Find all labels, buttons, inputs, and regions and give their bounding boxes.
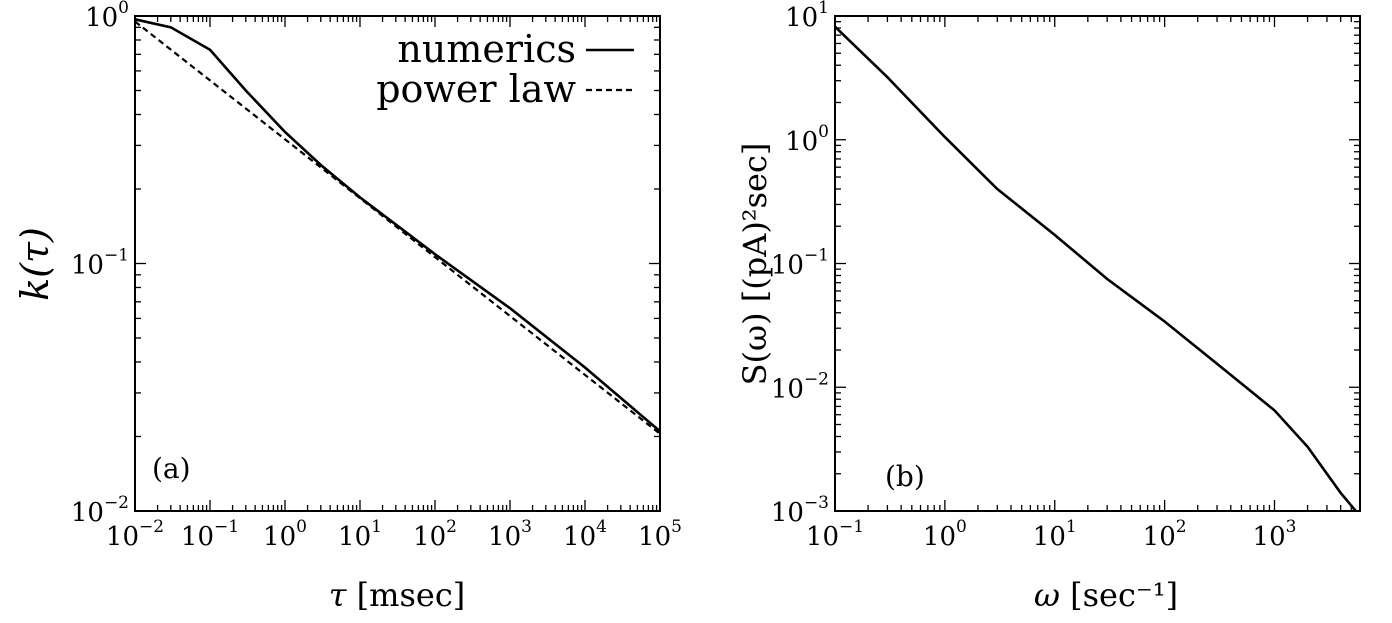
chart-panel-a: 10−2 10−1 100 101 102 103 104 10510−210−1100(a)… [71,0,682,552]
x-tick-label-exp: 1 [1066,517,1077,537]
x-tick-label: 105 [638,517,682,552]
x-tick-label: 104 [563,517,607,552]
x-tick-label-base: 10 [806,522,839,552]
x-tick-label-base: 10 [488,522,521,552]
x-axis-label-a-unit: [msec] [346,576,465,614]
y-tick-label: 101 [785,0,829,33]
y-tick-label-base: 10 [71,498,104,528]
y-tick-label-exp: 0 [818,122,829,142]
x-tick-label-base: 10 [106,522,139,552]
y-tick-label: 10−1 [71,246,129,281]
x-tick-label-base: 10 [638,522,671,552]
y-tick-label-base: 10 [785,127,818,157]
x-tick-label: 100 [263,517,307,552]
panel-tag: (b) [885,460,925,493]
y-tick-label-base: 10 [71,251,104,281]
panel-tag: (a) [152,452,191,485]
y-tick-label-base: 10 [785,3,818,33]
y-tick-label-base: 10 [771,498,804,528]
x-tick-label: 102 [1143,517,1187,552]
series-numerics [134,18,661,433]
x-tick-label: 100 [923,517,967,552]
x-tick-label-exp: −1 [839,517,864,537]
x-axis-label-b: ω [sec⁻¹] [1034,576,1178,614]
axis-ticks [134,15,661,512]
y-tick-label: 10−1 [771,246,829,281]
y-tick-label-exp: −1 [804,246,829,266]
y-tick-label-base: 10 [85,3,118,33]
x-tick-label-base: 10 [1033,522,1066,552]
x-tick-label: 10−1 [806,517,864,552]
plot-frame [834,15,1361,512]
y-axis-label-a: k(τ) [13,227,57,301]
x-tick-label-exp: 3 [1286,517,1297,537]
y-tick-label: 100 [785,122,829,157]
x-axis-label-a-symbol: τ [329,576,348,614]
x-tick-label: 10−2 [106,517,164,552]
series-line [834,25,1357,512]
legend-label: power law [376,67,576,111]
x-tick-label-exp: 0 [956,517,967,537]
y-tick-label: 10−2 [71,493,129,528]
x-tick-label-exp: 3 [521,517,532,537]
x-tick-labels: 10−1 100 101 102 103 [806,517,1297,552]
y-tick-label-exp: −1 [104,246,129,266]
x-tick-label: 10−1 [181,517,239,552]
y-tick-label-exp: −2 [104,493,129,513]
x-tick-label: 103 [488,517,532,552]
series-power-law [134,20,661,435]
y-tick-label-base: 10 [771,374,804,404]
x-tick-label-exp: 4 [596,517,607,537]
x-tick-label-base: 10 [1143,522,1176,552]
x-tick-label-base: 10 [923,522,956,552]
y-tick-label-exp: −2 [804,369,829,389]
y-tick-label: 10−3 [771,493,829,528]
x-axis-label-a: τ [msec] [329,576,465,614]
y-tick-label: 100 [85,0,129,33]
legend-label: numerics [397,27,576,71]
y-tick-label-exp: 1 [818,0,829,18]
y-tick-label: 10−2 [771,369,829,404]
x-tick-label-exp: 1 [371,517,382,537]
axis-ticks [834,15,1361,512]
x-tick-label-base: 10 [1253,522,1286,552]
x-tick-label-exp: 5 [671,517,682,537]
x-tick-label-base: 10 [263,522,296,552]
x-axis-label-b-unit: [sec⁻¹] [1060,576,1178,614]
x-tick-label-base: 10 [181,522,214,552]
x-tick-label-exp: 2 [1176,517,1187,537]
x-tick-label-exp: −1 [214,517,239,537]
x-tick-label: 101 [338,517,382,552]
x-tick-label-base: 10 [563,522,596,552]
x-tick-label-base: 10 [413,522,446,552]
x-tick-label: 101 [1033,517,1077,552]
x-tick-label: 102 [413,517,457,552]
x-tick-label-exp: 0 [296,517,307,537]
y-tick-label-base: 10 [771,251,804,281]
x-tick-label-base: 10 [338,522,371,552]
y-axis-label-b: S(ω) [(pA)²sec] [736,143,774,386]
x-tick-label: 103 [1253,517,1297,552]
x-tick-labels: 10−2 10−1 100 101 102 103 104 105 [106,517,682,552]
x-tick-label-exp: −2 [139,517,164,537]
y-tick-label-exp: −3 [804,493,829,513]
y-tick-label-exp: 0 [118,0,129,18]
x-tick-label-exp: 2 [446,517,457,537]
x-axis-label-b-symbol: ω [1034,576,1060,614]
